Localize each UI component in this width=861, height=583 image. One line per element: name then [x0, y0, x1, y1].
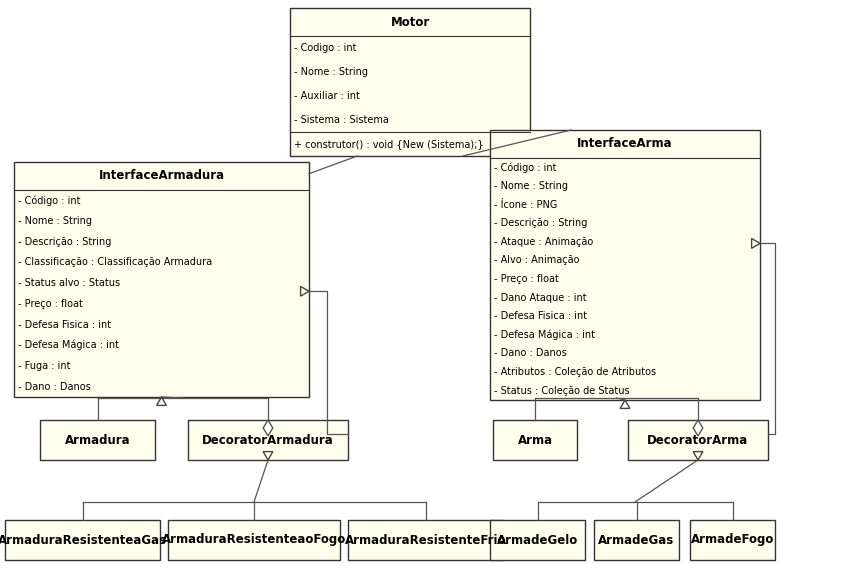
Bar [489, 130, 759, 400]
Text: - Dano : Danos: - Dano : Danos [18, 382, 90, 392]
Text: - Descrição : String: - Descrição : String [493, 218, 586, 228]
Text: - Defesa Fisica : int: - Defesa Fisica : int [493, 311, 586, 321]
Text: - Nome : String: - Nome : String [493, 181, 567, 191]
Polygon shape [263, 420, 272, 436]
Text: - Status : Coleção de Status: - Status : Coleção de Status [493, 386, 629, 396]
Bar [168, 520, 339, 560]
Text: ArmaduraResistenteaoFogo: ArmaduraResistenteaoFogo [162, 533, 346, 546]
Text: - Preço : float: - Preço : float [493, 274, 558, 284]
Text: ArmaduraResistenteaGas: ArmaduraResistenteaGas [0, 533, 167, 546]
Text: - Sistema : Sistema: - Sistema : Sistema [294, 115, 388, 125]
Text: - Defesa Fisica : int: - Defesa Fisica : int [18, 319, 111, 329]
Bar [689, 520, 774, 560]
Text: - Nome : String: - Nome : String [294, 67, 368, 77]
Text: - Preço : float: - Preço : float [18, 299, 83, 309]
Text: InterfaceArmadura: InterfaceArmadura [98, 170, 225, 182]
Bar [188, 420, 348, 460]
Text: - Dano : Danos: - Dano : Danos [493, 349, 566, 359]
Text: - Classificação : Classificação Armadura: - Classificação : Classificação Armadura [18, 258, 212, 268]
Text: - Ataque : Animação: - Ataque : Animação [493, 237, 592, 247]
Text: - Atributos : Coleção de Atributos: - Atributos : Coleção de Atributos [493, 367, 655, 377]
Text: - Nome : String: - Nome : String [18, 216, 92, 226]
Bar [492, 420, 576, 460]
Text: - Ícone : PNG: - Ícone : PNG [493, 199, 557, 209]
Text: - Descrição : String: - Descrição : String [18, 237, 111, 247]
Text: - Fuga : int: - Fuga : int [18, 361, 71, 371]
Text: - Codigo : int: - Codigo : int [294, 43, 356, 53]
Text: - Status alvo : Status: - Status alvo : Status [18, 278, 120, 288]
Text: - Defesa Mágica : int: - Defesa Mágica : int [493, 329, 594, 340]
Bar [40, 420, 155, 460]
Text: ArmadeFogo: ArmadeFogo [690, 533, 773, 546]
Text: - Alvo : Animação: - Alvo : Animação [493, 255, 579, 265]
Text: - Defesa Mágica : int: - Defesa Mágica : int [18, 340, 119, 350]
Bar [489, 520, 585, 560]
Text: Armadura: Armadura [65, 434, 130, 447]
Text: - Auxiliar : int: - Auxiliar : int [294, 91, 359, 101]
Text: InterfaceArma: InterfaceArma [577, 138, 672, 150]
Polygon shape [692, 420, 702, 436]
Text: Arma: Arma [517, 434, 552, 447]
Bar [14, 162, 308, 397]
Text: ArmadeGelo: ArmadeGelo [496, 533, 578, 546]
Bar [348, 520, 503, 560]
Bar [289, 8, 530, 156]
Text: - Código : int: - Código : int [18, 195, 80, 206]
Text: Motor: Motor [390, 16, 429, 29]
Text: + construtor() : void {New (Sistema);}: + construtor() : void {New (Sistema);} [294, 139, 483, 149]
Text: ArmadeGas: ArmadeGas [598, 533, 674, 546]
Text: - Dano Ataque : int: - Dano Ataque : int [493, 293, 586, 303]
Text: ArmaduraResistenteFrio: ArmaduraResistenteFrio [344, 533, 505, 546]
Bar [628, 420, 767, 460]
Text: DecoratorArmadura: DecoratorArmadura [201, 434, 333, 447]
Bar [5, 520, 160, 560]
Text: - Código : int: - Código : int [493, 162, 556, 173]
Text: DecoratorArma: DecoratorArma [647, 434, 747, 447]
Bar [593, 520, 678, 560]
